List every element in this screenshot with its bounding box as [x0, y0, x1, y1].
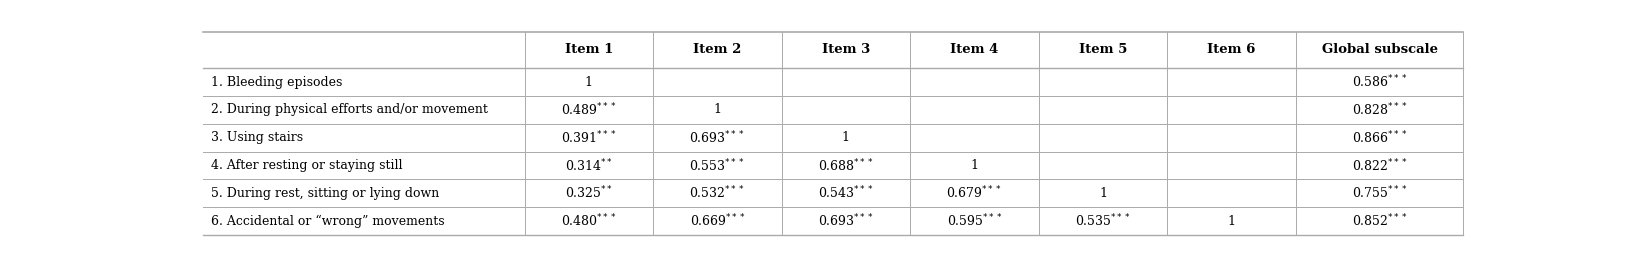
Text: 1: 1 — [842, 131, 850, 144]
Text: 0.314$^{**}$: 0.314$^{**}$ — [564, 157, 613, 174]
Text: 0.489$^{***}$: 0.489$^{***}$ — [561, 102, 616, 118]
Text: 0.828$^{***}$: 0.828$^{***}$ — [1351, 102, 1408, 118]
Text: Global subscale: Global subscale — [1322, 44, 1437, 56]
Text: 0.852$^{***}$: 0.852$^{***}$ — [1351, 213, 1408, 229]
Text: 0.866$^{***}$: 0.866$^{***}$ — [1351, 129, 1406, 146]
Text: 0.325$^{**}$: 0.325$^{**}$ — [564, 185, 613, 202]
Text: 2. During physical efforts and/or movement: 2. During physical efforts and/or moveme… — [211, 103, 488, 116]
Text: 0.688$^{***}$: 0.688$^{***}$ — [818, 157, 873, 174]
Text: Item 4: Item 4 — [950, 44, 998, 56]
Text: 0.755$^{***}$: 0.755$^{***}$ — [1351, 185, 1408, 202]
Text: Item 2: Item 2 — [693, 44, 741, 56]
Text: Item 6: Item 6 — [1208, 44, 1255, 56]
Text: 1. Bleeding episodes: 1. Bleeding episodes — [211, 76, 341, 89]
Text: 0.822$^{***}$: 0.822$^{***}$ — [1351, 157, 1408, 174]
Text: 0.532$^{***}$: 0.532$^{***}$ — [689, 185, 745, 202]
Text: 0.693$^{***}$: 0.693$^{***}$ — [689, 129, 745, 146]
Text: 3. Using stairs: 3. Using stairs — [211, 131, 302, 144]
Text: 6. Accidental or “wrong” movements: 6. Accidental or “wrong” movements — [211, 214, 444, 228]
Text: 1: 1 — [585, 76, 593, 89]
Text: 0.586$^{***}$: 0.586$^{***}$ — [1351, 74, 1408, 91]
Text: Item 1: Item 1 — [564, 44, 613, 56]
Text: 0.391$^{***}$: 0.391$^{***}$ — [561, 129, 616, 146]
Text: 0.535$^{***}$: 0.535$^{***}$ — [1075, 213, 1132, 229]
Text: 1: 1 — [1099, 187, 1107, 200]
Text: 0.669$^{***}$: 0.669$^{***}$ — [689, 213, 745, 229]
Text: 5. During rest, sitting or lying down: 5. During rest, sitting or lying down — [211, 187, 439, 200]
Text: 0.679$^{***}$: 0.679$^{***}$ — [946, 185, 1003, 202]
Text: 0.543$^{***}$: 0.543$^{***}$ — [818, 185, 873, 202]
Text: 0.553$^{***}$: 0.553$^{***}$ — [689, 157, 745, 174]
Text: 1: 1 — [1228, 215, 1236, 228]
Text: Item 5: Item 5 — [1078, 44, 1127, 56]
Text: 0.480$^{***}$: 0.480$^{***}$ — [561, 213, 616, 229]
Text: Item 3: Item 3 — [821, 44, 870, 56]
Text: 4. After resting or staying still: 4. After resting or staying still — [211, 159, 402, 172]
Text: 0.595$^{***}$: 0.595$^{***}$ — [946, 213, 1002, 229]
Text: 1: 1 — [714, 103, 722, 116]
Text: 0.693$^{***}$: 0.693$^{***}$ — [818, 213, 873, 229]
Text: 1: 1 — [971, 159, 979, 172]
